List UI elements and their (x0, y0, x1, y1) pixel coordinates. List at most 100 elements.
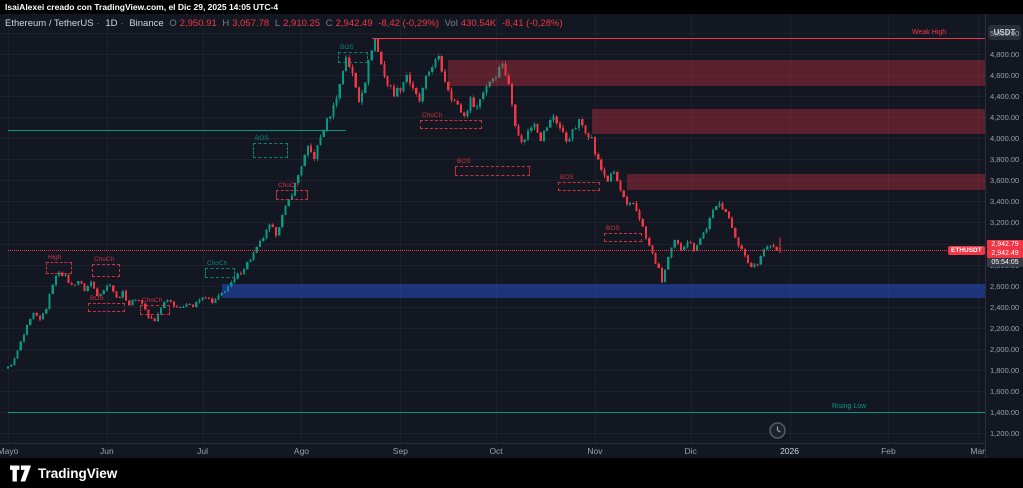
candle-body (415, 88, 418, 94)
candle-body (329, 116, 332, 119)
candle-body (300, 166, 303, 176)
candle-body (102, 290, 105, 294)
low-value: 2,910.25 (283, 18, 321, 29)
volume-change-value: -8,41 (-0,28%) (501, 18, 563, 29)
time-tick-label: Mar (970, 446, 985, 456)
candle-body (341, 71, 345, 84)
price-tick-label: 4,400.00 (990, 92, 1020, 102)
candle-body (287, 199, 290, 206)
candle-body (498, 66, 501, 78)
price-tick-label: 5,000.00 (990, 29, 1020, 38)
candle-body (692, 243, 695, 251)
candle-body (13, 358, 16, 365)
currency-toggle-button[interactable]: USDT (988, 25, 1021, 40)
candle-body (676, 239, 679, 244)
event-clock-icon[interactable] (769, 422, 786, 439)
candle-body (351, 67, 354, 74)
ethusdt-line-tag[interactable]: ETHUSDT (948, 245, 985, 255)
candle-body (756, 264, 759, 266)
candle-body (188, 304, 191, 306)
tradingview-logo[interactable]: TradingView (10, 465, 117, 482)
candle-body (354, 73, 357, 88)
candle-body (128, 300, 131, 306)
time-tick-label: Jul (197, 446, 209, 456)
candle-body (35, 312, 38, 316)
candle-body (150, 317, 153, 319)
candle-body (166, 300, 169, 303)
exchange-label[interactable]: Binance (129, 18, 164, 29)
candle-body (593, 136, 597, 155)
candle-body (239, 273, 242, 275)
candle-body (762, 249, 766, 256)
candle-body (255, 246, 258, 253)
candle-close-countdown: 05:54:05 (987, 257, 1023, 267)
tradingview-logo-text: TradingView (38, 465, 118, 481)
candle-body (227, 286, 230, 292)
candle-body (731, 217, 734, 229)
candle-body (207, 297, 211, 299)
candle-body (724, 209, 727, 212)
time-tick-label: 2026 (780, 446, 799, 456)
candle-body (679, 243, 683, 251)
high-letter: H (222, 18, 230, 29)
candle-body (32, 312, 35, 319)
candle-body (437, 56, 440, 60)
candle-body (281, 214, 284, 228)
candle-body (156, 314, 160, 321)
candle-body (348, 57, 351, 68)
candle-body (48, 293, 51, 309)
change-value: -8,42 (-0,29%) (378, 18, 439, 29)
candle-body (57, 272, 61, 276)
candle-body (443, 71, 447, 83)
candle-body (491, 78, 494, 82)
symbol-name[interactable]: Ethereum / TetherUS (5, 18, 94, 29)
time-tick-label: Sep (392, 446, 408, 456)
time-tick-label: Jun (100, 446, 114, 456)
candle-body (766, 246, 769, 250)
candle-body (577, 118, 581, 128)
candle-body (459, 104, 463, 113)
price-tick-label: 2,400.00 (990, 302, 1020, 312)
time-tick-label: Oct (489, 446, 503, 456)
price-tick-label: 3,200.00 (990, 218, 1020, 228)
candle-body (380, 52, 383, 65)
chart-pane[interactable]: Ethereum / TetherUS · 1D · Binance O 2,950.… (0, 14, 985, 443)
price-tick-label: 1,800.00 (990, 365, 1020, 375)
candle-body (121, 290, 124, 298)
price-axis[interactable]: USDT 2,942.79 2,942.49 05:54:05 5,000.00… (985, 14, 1023, 458)
candle-body (686, 241, 689, 247)
candle-body (632, 202, 635, 204)
candle-body (54, 275, 57, 286)
interval-label[interactable]: 1D (105, 18, 118, 29)
candle-body (367, 60, 370, 83)
candle-body (421, 87, 424, 102)
time-axis[interactable]: Mayo Jun Jul Ago Sep Oct Nov Dic 2026 Feb Mar (0, 443, 985, 458)
candle-body (290, 195, 294, 200)
candle-body (775, 247, 778, 251)
candle-body (539, 132, 542, 141)
candle-body (204, 297, 207, 299)
candle-body (737, 237, 740, 246)
candle-body (137, 299, 140, 301)
candle-body (533, 124, 536, 128)
candle-body (338, 83, 341, 99)
candle-body (70, 282, 73, 285)
candle-body (64, 275, 67, 277)
candle-body (389, 85, 392, 87)
price-tick-label: 2,200.00 (990, 323, 1020, 333)
candle-body (456, 101, 459, 105)
candle-body (41, 313, 45, 320)
candle-body (587, 132, 590, 138)
candle-body (549, 119, 552, 128)
candle-body (644, 226, 648, 239)
candle-body (118, 297, 121, 299)
close-letter: C (325, 18, 333, 29)
candle-body (134, 299, 137, 301)
candle-body (708, 218, 711, 230)
candlestick-canvas (6, 38, 782, 370)
candle-body (472, 97, 475, 108)
candle-body (370, 50, 373, 61)
candle-body (622, 190, 625, 198)
price-tick-label: 4,800.00 (990, 50, 1020, 60)
